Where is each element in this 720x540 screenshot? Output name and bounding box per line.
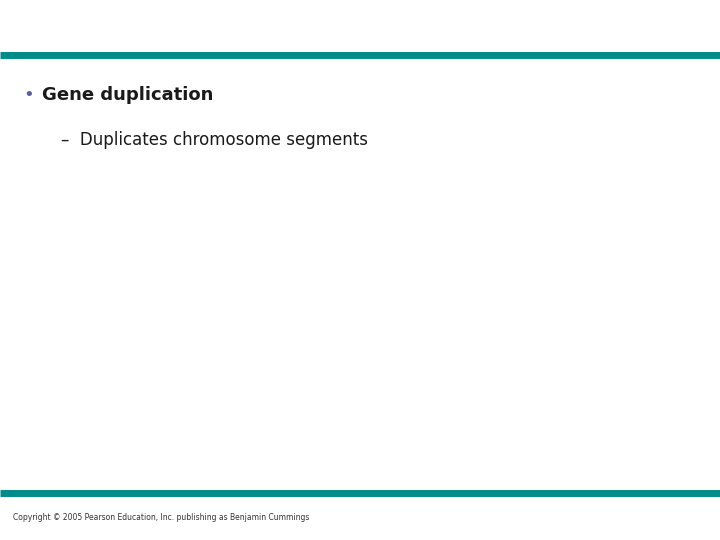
Text: –  Duplicates chromosome segments: – Duplicates chromosome segments — [61, 131, 368, 150]
Text: Gene duplication: Gene duplication — [42, 85, 213, 104]
Text: •: • — [23, 85, 34, 104]
Text: Copyright © 2005 Pearson Education, Inc. publishing as Benjamin Cummings: Copyright © 2005 Pearson Education, Inc.… — [13, 513, 310, 522]
